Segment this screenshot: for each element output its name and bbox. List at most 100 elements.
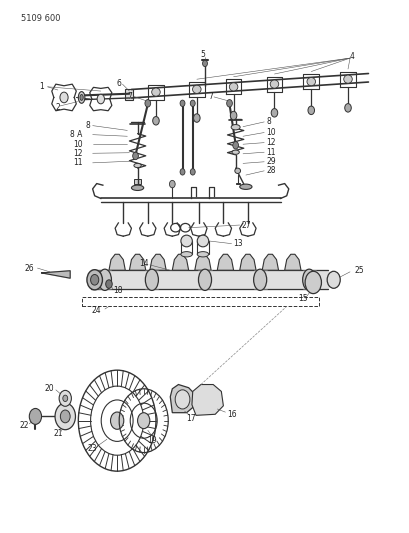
Text: 11: 11 <box>265 148 275 157</box>
Ellipse shape <box>180 235 192 247</box>
Circle shape <box>133 152 138 160</box>
Ellipse shape <box>98 269 111 290</box>
Text: 21: 21 <box>53 430 63 439</box>
Ellipse shape <box>131 185 144 190</box>
Text: 22: 22 <box>20 422 29 431</box>
Circle shape <box>110 412 124 429</box>
Polygon shape <box>217 254 233 270</box>
Text: 13: 13 <box>233 239 243 248</box>
Polygon shape <box>172 254 188 270</box>
Text: 20: 20 <box>45 384 54 393</box>
Circle shape <box>226 100 232 107</box>
Circle shape <box>190 168 195 175</box>
Text: 16: 16 <box>227 410 236 419</box>
Ellipse shape <box>97 94 104 104</box>
Polygon shape <box>125 90 133 100</box>
Ellipse shape <box>239 184 252 189</box>
Text: 26: 26 <box>25 264 34 272</box>
Ellipse shape <box>231 150 239 155</box>
Polygon shape <box>194 254 211 270</box>
Ellipse shape <box>192 85 200 93</box>
Circle shape <box>152 117 159 125</box>
Text: 4: 4 <box>349 52 354 61</box>
Circle shape <box>180 168 184 175</box>
Text: 19: 19 <box>147 437 156 446</box>
Text: 28: 28 <box>265 166 275 175</box>
Text: 2: 2 <box>55 102 60 111</box>
Text: 14: 14 <box>139 260 148 268</box>
Text: 1: 1 <box>39 82 44 91</box>
Circle shape <box>202 60 207 67</box>
Ellipse shape <box>197 252 208 257</box>
Text: 25: 25 <box>353 266 363 275</box>
Circle shape <box>55 403 75 430</box>
Ellipse shape <box>234 168 240 173</box>
Circle shape <box>230 111 236 120</box>
Text: 17: 17 <box>185 414 195 423</box>
Circle shape <box>60 410 70 423</box>
Ellipse shape <box>180 252 192 257</box>
Polygon shape <box>129 254 145 270</box>
Text: 24: 24 <box>92 306 101 315</box>
Polygon shape <box>239 254 256 270</box>
Ellipse shape <box>198 269 211 290</box>
Polygon shape <box>149 254 166 270</box>
Text: 8 A: 8 A <box>70 130 82 139</box>
Ellipse shape <box>60 92 68 103</box>
Ellipse shape <box>87 270 102 290</box>
Ellipse shape <box>270 80 278 88</box>
Text: 7: 7 <box>208 92 213 101</box>
Ellipse shape <box>145 269 158 290</box>
Text: 29: 29 <box>265 157 275 166</box>
Ellipse shape <box>78 92 85 103</box>
Circle shape <box>63 395 67 401</box>
Circle shape <box>232 142 238 149</box>
Text: 18: 18 <box>113 286 122 295</box>
Polygon shape <box>134 179 141 184</box>
Circle shape <box>270 109 277 117</box>
Circle shape <box>175 390 189 409</box>
Text: 6: 6 <box>117 78 121 87</box>
Text: 10: 10 <box>265 128 275 137</box>
Ellipse shape <box>197 235 208 247</box>
Polygon shape <box>170 384 194 413</box>
Text: 10: 10 <box>73 140 82 149</box>
Ellipse shape <box>134 164 141 167</box>
Polygon shape <box>284 254 300 270</box>
Circle shape <box>193 114 200 122</box>
Text: 8: 8 <box>265 117 270 126</box>
Circle shape <box>137 413 149 429</box>
Circle shape <box>106 280 112 288</box>
Text: 12: 12 <box>265 138 275 147</box>
Circle shape <box>90 274 99 285</box>
Ellipse shape <box>253 269 266 290</box>
Circle shape <box>344 103 351 112</box>
Circle shape <box>180 100 184 107</box>
Ellipse shape <box>343 75 351 83</box>
Circle shape <box>59 390 71 406</box>
Polygon shape <box>262 254 278 270</box>
Polygon shape <box>235 182 239 184</box>
Text: 23: 23 <box>88 444 97 453</box>
Text: 27: 27 <box>241 221 251 230</box>
Polygon shape <box>41 271 70 278</box>
Circle shape <box>144 100 150 107</box>
Text: 5109 600: 5109 600 <box>21 14 61 23</box>
Circle shape <box>326 271 339 288</box>
Text: 8: 8 <box>85 121 90 130</box>
Circle shape <box>169 180 175 188</box>
Ellipse shape <box>231 125 240 130</box>
Text: 15: 15 <box>297 294 307 303</box>
Polygon shape <box>109 254 125 270</box>
Ellipse shape <box>80 94 83 100</box>
Text: 12: 12 <box>73 149 82 158</box>
Text: 5: 5 <box>200 51 205 59</box>
Ellipse shape <box>304 271 321 294</box>
Circle shape <box>29 408 41 424</box>
Ellipse shape <box>229 83 237 91</box>
Ellipse shape <box>302 269 315 290</box>
Ellipse shape <box>151 88 160 96</box>
Ellipse shape <box>306 77 315 86</box>
Text: 7: 7 <box>127 92 132 101</box>
Circle shape <box>307 106 314 115</box>
